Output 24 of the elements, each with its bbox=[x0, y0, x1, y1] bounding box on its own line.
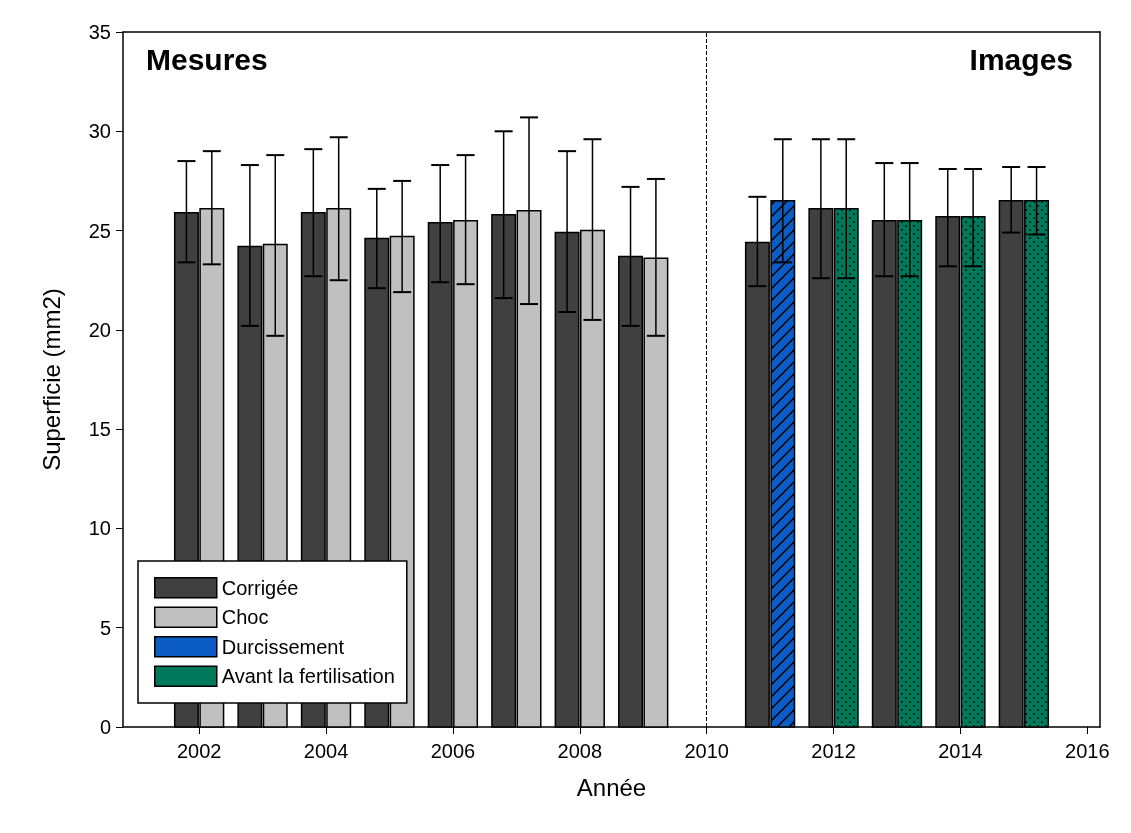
x-tick-label: 2010 bbox=[684, 740, 729, 762]
x-tick-label: 2002 bbox=[176, 740, 222, 762]
y-tick-label: 35 bbox=[88, 21, 111, 43]
x-tick-label: 2016 bbox=[1065, 740, 1110, 762]
x-tick-label: 2006 bbox=[430, 740, 476, 762]
x-tick-label: 2004 bbox=[303, 740, 349, 762]
legend-label: Corrigée bbox=[221, 576, 299, 599]
y-tick-label: 0 bbox=[99, 716, 111, 738]
legend-label: Durcissement bbox=[221, 635, 345, 658]
legend-label: Avant la fertilisation bbox=[221, 665, 395, 688]
y-tick-label: 25 bbox=[88, 219, 111, 242]
annotation: Mesures bbox=[146, 42, 268, 76]
legend-label: Choc bbox=[221, 606, 269, 629]
y-tick-label: 30 bbox=[88, 120, 111, 143]
x-tick-label: 2008 bbox=[557, 740, 603, 762]
x-axis-title: Année bbox=[576, 773, 647, 801]
x-tick-label: 2012 bbox=[811, 740, 856, 762]
y-axis-title: Superficie (mm2) bbox=[37, 288, 65, 471]
y-tick-label: 10 bbox=[88, 517, 111, 540]
y-tick-label: 15 bbox=[88, 418, 111, 441]
x-tick-label: 2014 bbox=[938, 740, 983, 762]
annotation: Images bbox=[969, 42, 1073, 76]
y-tick-label: 20 bbox=[88, 318, 111, 341]
y-tick-label: 5 bbox=[99, 616, 111, 639]
